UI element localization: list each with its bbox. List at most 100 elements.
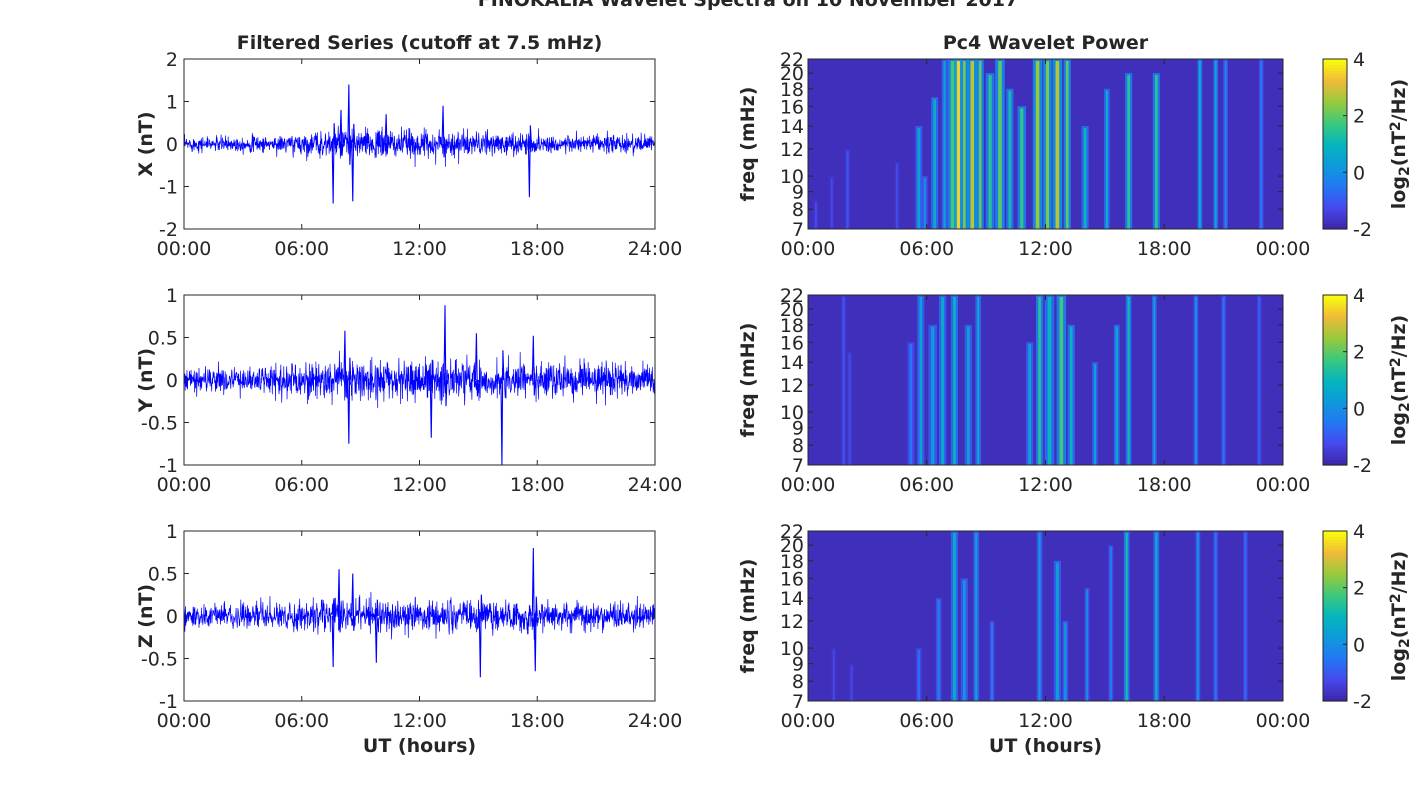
colorbar-swatch bbox=[1323, 686, 1347, 691]
colorbar-swatch bbox=[1323, 121, 1347, 125]
colorbar-tick-label: 2 bbox=[1353, 342, 1365, 364]
colorbar-swatch bbox=[1323, 633, 1347, 637]
colorbar-swatch bbox=[1323, 462, 1347, 466]
power-band bbox=[1260, 61, 1263, 229]
colorbar-swatch bbox=[1323, 565, 1347, 569]
colorbar-swatch bbox=[1323, 169, 1347, 173]
colorbar-swatch bbox=[1323, 192, 1347, 196]
colorbar-swatch bbox=[1323, 309, 1347, 313]
x-tick-label: 06:00 bbox=[899, 238, 954, 260]
colorbar-swatch bbox=[1323, 548, 1347, 552]
y-tick-label: -1 bbox=[159, 177, 178, 199]
colorbar-swatch bbox=[1323, 129, 1347, 134]
colorbar-tick-label: -2 bbox=[1353, 219, 1372, 241]
colorbar-swatch bbox=[1323, 161, 1347, 165]
colorbar-swatch bbox=[1323, 197, 1347, 202]
colorbar-tick-label: 2 bbox=[1353, 106, 1365, 128]
y-tick-label: -1 bbox=[159, 455, 178, 477]
series-spike bbox=[347, 84, 352, 165]
colorbar-swatch bbox=[1323, 141, 1347, 145]
colorbar-swatch bbox=[1323, 334, 1347, 339]
colorbar-swatch bbox=[1323, 149, 1347, 154]
colorbar-swatch bbox=[1323, 303, 1347, 307]
series-spike bbox=[533, 596, 538, 672]
colorbar-swatch bbox=[1323, 402, 1347, 407]
y-axis-label: Y (nT) bbox=[135, 348, 157, 413]
colorbar-swatch bbox=[1323, 542, 1347, 546]
y-tick-label: 10 bbox=[780, 402, 804, 424]
colorbar-swatch bbox=[1323, 93, 1347, 97]
y-tick-label: -2 bbox=[159, 219, 178, 241]
power-band bbox=[1214, 533, 1217, 701]
colorbar-swatch bbox=[1323, 448, 1347, 452]
colorbar-swatch bbox=[1323, 414, 1347, 418]
power-band bbox=[1105, 90, 1108, 229]
colorbar-swatch bbox=[1323, 343, 1347, 347]
colorbar-swatch bbox=[1323, 67, 1347, 71]
power-band bbox=[963, 580, 966, 701]
colorbar-swatch bbox=[1323, 323, 1347, 327]
colorbar-swatch bbox=[1323, 363, 1347, 367]
y-tick-label: 8 bbox=[792, 435, 804, 457]
colorbar-swatch bbox=[1323, 613, 1347, 617]
colorbar-label-part: 2 bbox=[1388, 121, 1404, 131]
x-tick-label: 12:00 bbox=[392, 710, 447, 732]
colorbar-swatch bbox=[1323, 360, 1347, 364]
x-tick-label: 00:00 bbox=[157, 710, 212, 732]
colorbar-swatch bbox=[1323, 312, 1347, 316]
series-spike bbox=[527, 125, 532, 198]
colorbar-swatch bbox=[1323, 337, 1347, 341]
colorbar-swatch bbox=[1323, 183, 1347, 188]
colorbar-swatch bbox=[1323, 416, 1347, 421]
colorbar-swatch bbox=[1323, 672, 1347, 677]
power-band bbox=[953, 533, 956, 701]
colorbar-swatch bbox=[1323, 545, 1347, 549]
colorbar-swatch bbox=[1323, 419, 1347, 424]
power-band bbox=[1056, 562, 1059, 701]
colorbar-swatch bbox=[1323, 399, 1347, 404]
colorbar-swatch bbox=[1323, 698, 1347, 702]
colorbar-swatch bbox=[1323, 610, 1347, 614]
power-band bbox=[941, 297, 944, 465]
x-tick-label: 00:00 bbox=[1256, 474, 1311, 496]
colorbar-swatch bbox=[1323, 220, 1347, 224]
colorbar-label: log2(nT2/Hz) bbox=[1388, 551, 1413, 681]
colorbar-swatch bbox=[1323, 365, 1347, 370]
power-band bbox=[1059, 297, 1064, 465]
colorbar-swatch bbox=[1323, 180, 1347, 185]
power-band bbox=[991, 622, 993, 701]
colorbar-swatch bbox=[1323, 658, 1347, 662]
power-band bbox=[923, 178, 926, 229]
y-tick-label: 0 bbox=[166, 606, 178, 628]
colorbar-swatch bbox=[1323, 132, 1347, 137]
colorbar-label: log2(nT2/Hz) bbox=[1388, 315, 1413, 445]
power-band bbox=[953, 297, 956, 465]
x-tick-label: 00:00 bbox=[781, 238, 836, 260]
colorbar-frame bbox=[1322, 530, 1348, 702]
y-tick-label: 22 bbox=[780, 285, 804, 307]
x-tick-label: 06:00 bbox=[899, 710, 954, 732]
y-tick-label: 9 bbox=[792, 182, 804, 204]
power-band bbox=[846, 150, 849, 229]
colorbar-swatch bbox=[1323, 570, 1347, 575]
power-band bbox=[1127, 297, 1130, 465]
colorbar-tick-label: -2 bbox=[1353, 455, 1372, 477]
colorbar-swatch bbox=[1323, 189, 1347, 193]
colorbar-swatch bbox=[1323, 385, 1347, 390]
colorbar-swatch bbox=[1323, 172, 1347, 176]
power-band bbox=[909, 344, 913, 465]
plot-title: Pc4 Wavelet Power bbox=[943, 32, 1149, 54]
power-band bbox=[988, 75, 992, 229]
x-tick-label: 12:00 bbox=[1018, 710, 1073, 732]
colorbar-label: log2(nT2/Hz) bbox=[1388, 79, 1413, 209]
colorbar-swatch bbox=[1323, 689, 1347, 694]
x-axis-label: UT (hours) bbox=[989, 735, 1102, 757]
colorbar-swatch bbox=[1323, 459, 1347, 463]
colorbar-swatch bbox=[1323, 433, 1347, 438]
colorbar-swatch bbox=[1323, 124, 1347, 128]
colorbar-swatch bbox=[1323, 306, 1347, 310]
series-spike bbox=[429, 359, 434, 438]
